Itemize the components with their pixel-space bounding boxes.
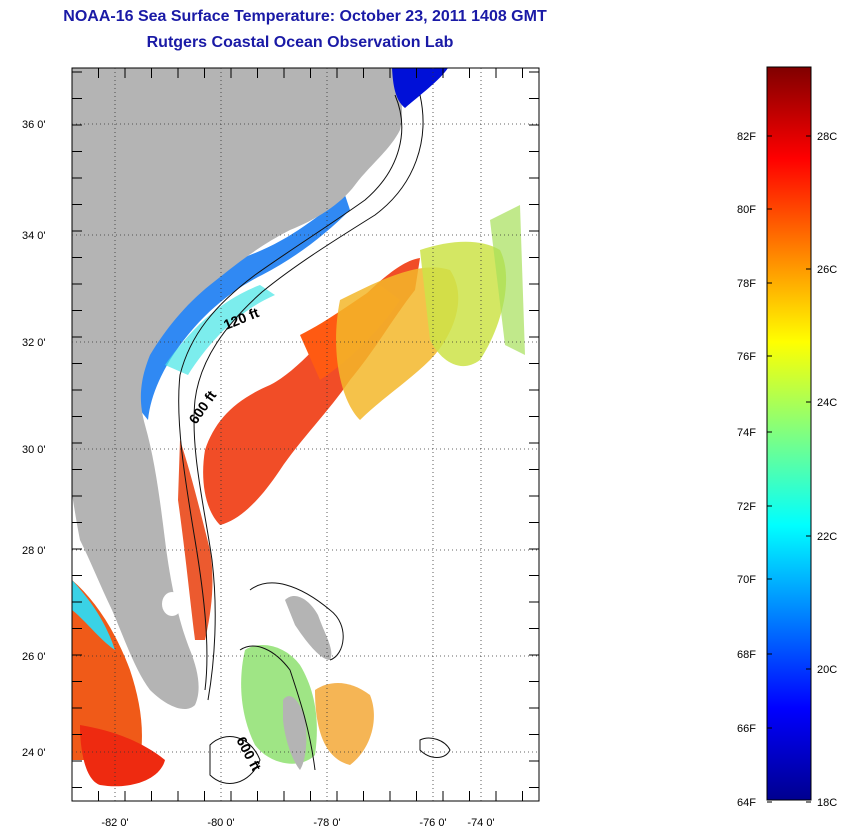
offshore-green-patch: [490, 205, 525, 355]
colorbar-fahrenheit-label: 80F: [737, 204, 756, 216]
colorbar-celsius-label: 22C: [817, 531, 837, 543]
latitude-labels: 36 0' 34 0' 32 0' 30 0' 28 0' 26 0' 24 0': [22, 119, 46, 759]
colorbar-celsius-label: 18C: [817, 797, 837, 809]
latitude-label: 36 0': [22, 119, 46, 131]
offshore-yellow-patch: [420, 241, 507, 367]
longitude-label: -74 0': [467, 817, 494, 829]
lake-okeechobee: [162, 592, 182, 616]
latitude-label: 30 0': [22, 444, 46, 456]
isobath-120ft: [178, 94, 403, 691]
pamlico-sound: [392, 68, 448, 108]
colorbar-fahrenheit-label: 78F: [737, 278, 756, 290]
latitude-label: 26 0': [22, 651, 46, 663]
colorbar: [766, 66, 812, 801]
bahamas-east-sst: [315, 683, 374, 765]
longitude-label: -78 0': [313, 817, 340, 829]
florida-keys-warm: [80, 725, 165, 787]
map-title: NOAA-16 Sea Surface Temperature: October…: [63, 8, 547, 25]
colorbar-fahrenheit-label: 68F: [737, 649, 756, 661]
latitude-label: 28 0': [22, 545, 46, 557]
graticule: [71, 68, 539, 801]
colorbar-celsius-label: 20C: [817, 664, 837, 676]
bahamas-island-north: [285, 595, 332, 660]
map-subtitle: Rutgers Coastal Ocean Observation Lab: [146, 34, 454, 51]
colorbar-fahrenheit-label: 70F: [737, 574, 756, 586]
colorbar-ticks: 82F 80F 78F 76F 74F 72F 70F 68F 66F 64F 28C 26C 24C 2…: [737, 131, 837, 809]
colorbar-fahrenheit-label: 74F: [737, 427, 756, 439]
latitude-label: 34 0': [22, 230, 46, 242]
bahamas-andros-island: [283, 696, 307, 770]
colorbar-fahrenheit-label: 82F: [737, 131, 756, 143]
colorbar-celsius-label: 24C: [817, 397, 837, 409]
bahamas-isobaths: [209, 582, 451, 784]
map-frame: [71, 67, 540, 802]
colorbar-fahrenheit-label: 76F: [737, 351, 756, 363]
longitude-label: -82 0': [101, 817, 128, 829]
gulf-coastal-cool: [72, 580, 115, 650]
colorbar-celsius-label: 28C: [817, 131, 837, 143]
colorbar-fahrenheit-label: 66F: [737, 723, 756, 735]
longitude-label: -76 0': [419, 817, 446, 829]
sst-raster: [72, 68, 525, 787]
colorbar-celsius-label: 26C: [817, 264, 837, 276]
nearshore-cyan-band: [165, 285, 275, 375]
nearshore-cold-band: [140, 195, 350, 420]
isobath-600ft: [193, 94, 424, 701]
us-southeast-landmass: [72, 68, 403, 710]
longitude-labels: -82 0' -80 0' -78 0' -76 0' -74 0': [101, 817, 494, 829]
latitude-label: 24 0': [22, 747, 46, 759]
latitude-label: 32 0': [22, 337, 46, 349]
colorbar-fahrenheit-label: 72F: [737, 501, 756, 513]
longitude-label: -80 0': [207, 817, 234, 829]
colorbar-fahrenheit-label: 64F: [737, 797, 756, 809]
